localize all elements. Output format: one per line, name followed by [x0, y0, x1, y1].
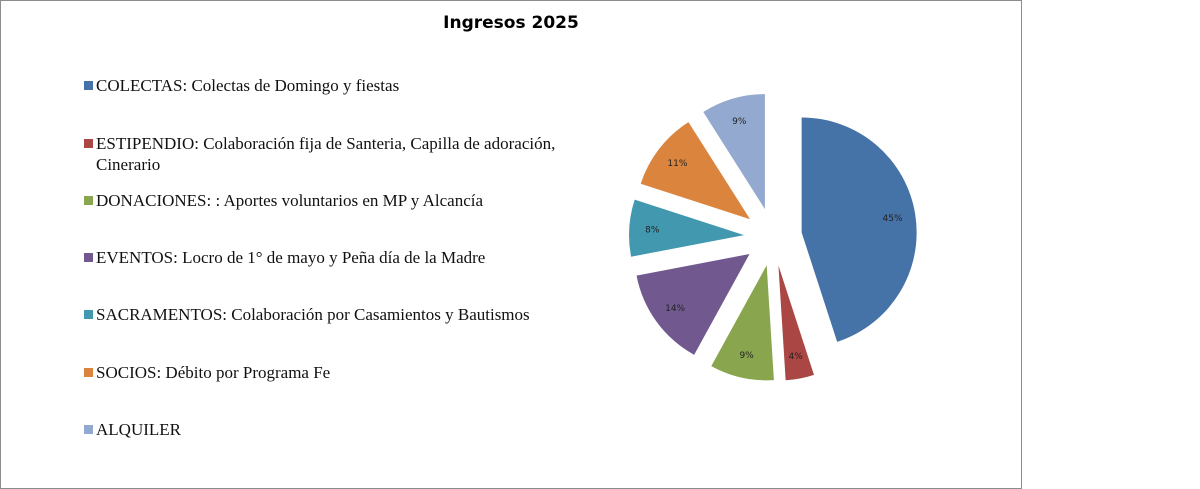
- data-label: 8%: [645, 225, 660, 235]
- legend-swatch: [84, 310, 93, 319]
- legend-swatch: [84, 81, 93, 90]
- legend-item: DONACIONES: : Aportes voluntarios en MP …: [84, 190, 584, 211]
- legend-swatch: [84, 196, 93, 205]
- legend-label: DONACIONES: : Aportes voluntarios en MP …: [96, 191, 484, 210]
- legend-item: SACRAMENTOS: Colaboración por Casamiento…: [84, 304, 584, 325]
- legend-label: ESTIPENDIO: Colaboración fija de Santeri…: [96, 134, 556, 174]
- legend-swatch: [84, 253, 93, 262]
- legend-item: COLECTAS: Colectas de Domingo y fiestas: [84, 75, 584, 96]
- data-label: 9%: [739, 351, 754, 361]
- legend-label: ALQUILER: [96, 420, 181, 439]
- legend-item: EVENTOS: Locro de 1° de mayo y Peña día …: [84, 247, 584, 268]
- legend-swatch: [84, 368, 93, 377]
- pie-slice: [703, 94, 765, 210]
- chart-title: Ingresos 2025: [443, 13, 579, 33]
- data-label: 4%: [789, 352, 804, 362]
- data-label: 11%: [667, 159, 687, 169]
- legend-label: SOCIOS: Débito por Programa Fe: [96, 363, 331, 382]
- legend-label: COLECTAS: Colectas de Domingo y fiestas: [96, 76, 400, 95]
- pie-slice: [778, 265, 814, 381]
- pie-slice: [711, 265, 774, 381]
- pie-slice: [801, 117, 917, 342]
- data-label: 14%: [665, 304, 685, 314]
- legend-item: ESTIPENDIO: Colaboración fija de Santeri…: [84, 133, 584, 175]
- pie-slice: [629, 199, 745, 257]
- legend-label: EVENTOS: Locro de 1° de mayo y Peña día …: [96, 248, 486, 267]
- data-label: 45%: [883, 214, 903, 224]
- legend-item: ALQUILER: [84, 419, 584, 440]
- pie-slice: [636, 254, 750, 355]
- data-label: 9%: [732, 117, 747, 127]
- legend-swatch: [84, 425, 93, 434]
- legend-label: SACRAMENTOS: Colaboración por Casamiento…: [96, 305, 530, 324]
- pie-slice: [640, 122, 751, 220]
- legend-item: SOCIOS: Débito por Programa Fe: [84, 362, 584, 383]
- legend-swatch: [84, 139, 93, 148]
